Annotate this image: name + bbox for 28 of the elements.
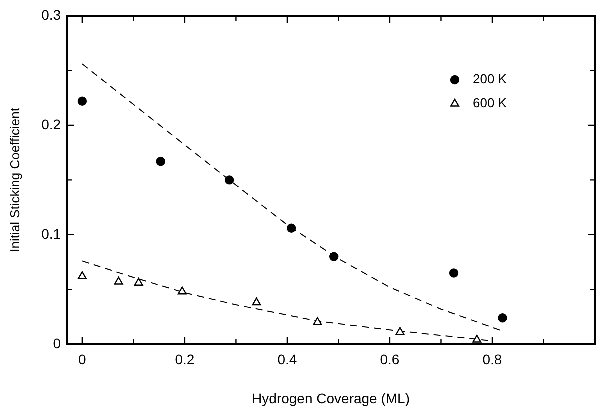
y-tick-label: 0.3 <box>42 6 62 23</box>
y-tick-label: 0 <box>53 335 62 352</box>
x-tick-label: 0.8 <box>482 352 502 368</box>
y-tick-label: 0.2 <box>42 116 62 132</box>
point <box>330 252 339 262</box>
point <box>178 286 187 295</box>
point <box>286 224 296 233</box>
x-tick-label: 0.4 <box>278 352 298 368</box>
point <box>252 298 262 306</box>
legend-label: 600 K <box>473 96 508 111</box>
point <box>114 276 124 285</box>
point <box>498 314 508 323</box>
point <box>78 96 88 106</box>
point <box>156 156 166 166</box>
point <box>396 327 405 336</box>
point <box>224 176 234 185</box>
point <box>134 278 144 286</box>
x-tick-label: 0.6 <box>380 352 400 368</box>
point <box>472 334 482 343</box>
x-tick-label: 0 <box>78 352 87 368</box>
x-tick-label: 0.2 <box>175 352 195 368</box>
x-axis-title: Hydrogen Coverage (ML) <box>252 390 410 406</box>
y-axis-title: Initial Sticking Coefficient <box>7 108 22 252</box>
y-tick-label: 0.1 <box>42 226 62 242</box>
point <box>78 271 87 280</box>
legend-label: 200 K <box>473 72 508 87</box>
point <box>449 268 459 278</box>
point <box>313 317 322 326</box>
